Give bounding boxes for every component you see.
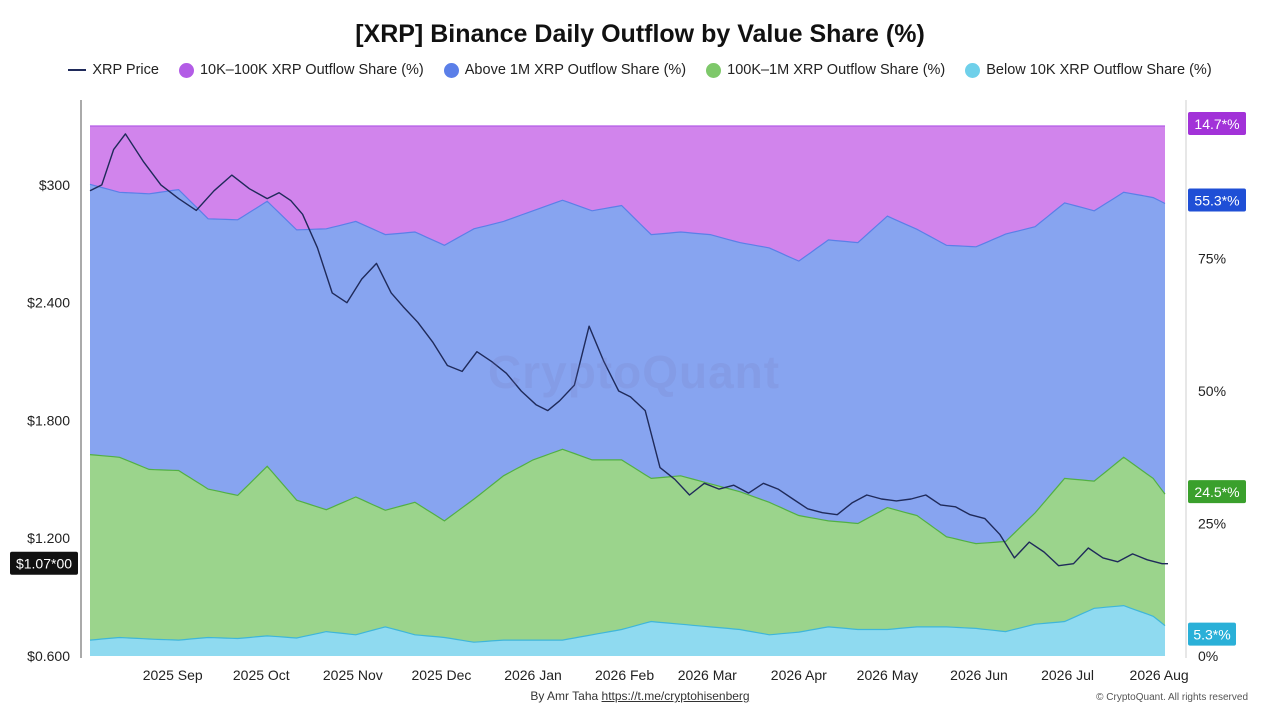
legend-dot-swatch — [178, 62, 194, 78]
right-tick-label: 75% — [1198, 251, 1226, 267]
badge-price: $1.07*00 — [16, 556, 72, 572]
x-tick-label: 2026 May — [857, 667, 918, 683]
x-tick-label: 2026 Jul — [1041, 667, 1094, 683]
legend-item-price[interactable]: XRP Price — [68, 62, 159, 78]
x-tick-label: 2025 Oct — [233, 667, 290, 683]
x-tick-label: 2025 Nov — [323, 667, 383, 683]
x-tick-label: 2026 Aug — [1130, 667, 1189, 683]
badge-10k-100k-bg — [1188, 112, 1246, 135]
chart-title: [XRP] Binance Daily Outflow by Value Sha… — [355, 20, 925, 48]
area-10k-100k — [90, 126, 1165, 262]
left-tick-label: $300 — [39, 177, 70, 193]
line-above-1m — [89, 183, 1166, 262]
left-tick-label: $0.600 — [27, 648, 70, 664]
badge-10k-100k: 14.7*% — [1194, 116, 1239, 132]
x-tick-label: 2025 Dec — [411, 667, 471, 683]
legend-item-above-1m[interactable]: Above 1M XRP Outflow Share (%) — [443, 62, 687, 78]
badge-above-1m: 55.3*% — [1194, 192, 1239, 208]
line-below-10k — [89, 604, 1166, 643]
area-100k-1m — [90, 449, 1165, 643]
badge-price-bg — [10, 551, 78, 575]
x-tick-label: 2026 Mar — [678, 667, 737, 683]
x-tick-label: 2026 Feb — [595, 667, 654, 683]
x-tick-label: 2026 Jan — [504, 667, 562, 683]
chart-legend: XRP Price 10K–100K XRP Outflow Share (%)… — [0, 62, 1280, 78]
left-tick-label: $1.800 — [27, 412, 70, 428]
copyright-text: © CryptoQuant. All rights reserved — [1096, 692, 1248, 703]
x-tick-label: 2026 Jun — [950, 667, 1008, 683]
legend-dot-swatch — [965, 62, 981, 78]
line-xrp-price — [89, 133, 1168, 567]
right-tick-label: 50% — [1198, 383, 1226, 399]
legend-item-100k-1m[interactable]: 100K–1M XRP Outflow Share (%) — [706, 62, 945, 78]
legend-label-above-1m: Above 1M XRP Outflow Share (%) — [464, 62, 687, 78]
badge-above-1m-bg — [1188, 188, 1246, 212]
legend-label-100k-1m: 100K–1M XRP Outflow Share (%) — [727, 62, 946, 78]
legend-label-price: XRP Price — [92, 62, 159, 78]
badge-below-10k-bg — [1188, 622, 1236, 646]
badge-below-10k: 5.3*% — [1193, 627, 1230, 643]
footer-credit: By Amr Taha https://t.me/cryptohisenberg — [0, 689, 1280, 703]
legend-item-10k-100k[interactable]: 10K–100K XRP Outflow Share (%) — [178, 62, 424, 78]
left-tick-label: $2.400 — [27, 295, 70, 311]
legend-dot-swatch — [706, 62, 722, 78]
badge-100k-1m: 24.5*% — [1194, 484, 1239, 500]
legend-label-below-10k: Below 10K XRP Outflow Share (%) — [986, 62, 1212, 78]
watermark: CryptoQuant — [488, 346, 781, 398]
legend-line-swatch — [68, 69, 87, 71]
left-tick-label: $1.200 — [27, 530, 70, 546]
footer-author: By Amr Taha — [530, 689, 599, 703]
legend-item-below-10k[interactable]: Below 10K XRP Outflow Share (%) — [965, 62, 1212, 78]
x-tick-label: 2025 Sep — [143, 667, 203, 683]
area-above-1m — [90, 184, 1165, 544]
legend-label-10k-100k: 10K–100K XRP Outflow Share (%) — [199, 62, 424, 78]
right-tick-label: 0% — [1198, 648, 1218, 664]
footer-link[interactable]: https://t.me/cryptohisenberg — [601, 689, 750, 703]
line-100k-1m — [89, 448, 1166, 545]
area-below-10k — [90, 605, 1165, 656]
right-tick-label: 25% — [1198, 516, 1226, 532]
legend-dot-swatch — [443, 62, 459, 78]
x-tick-label: 2026 Apr — [771, 667, 827, 683]
badge-100k-1m-bg — [1188, 480, 1246, 504]
